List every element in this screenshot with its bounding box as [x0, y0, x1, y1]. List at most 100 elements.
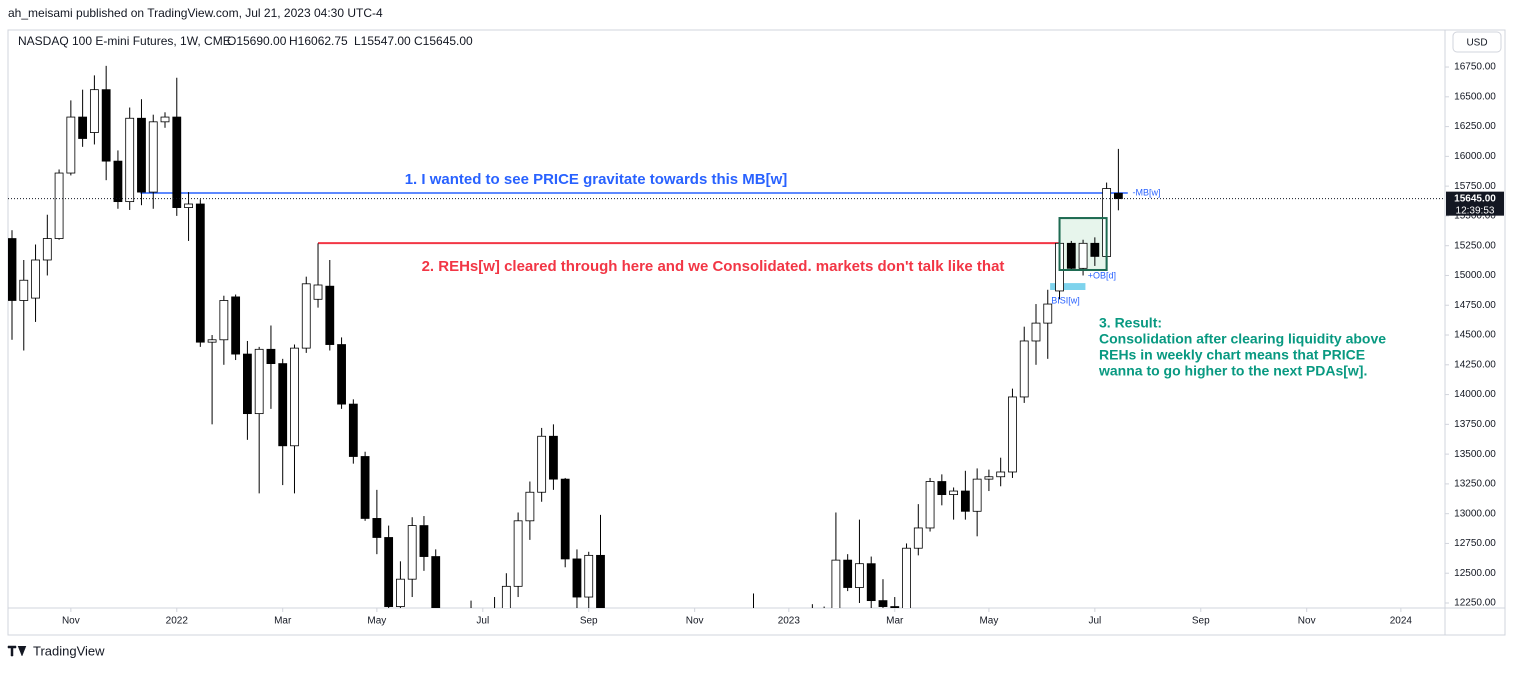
x-tick-label: 2022 — [166, 616, 189, 627]
candle-body — [525, 491, 535, 522]
candle-body — [19, 279, 29, 301]
candle-body — [1031, 322, 1041, 342]
candle-body — [820, 614, 828, 621]
x-tick-label: Nov — [1298, 616, 1316, 627]
candle-body — [913, 527, 923, 549]
footer-brand: TradingView — [33, 643, 105, 658]
candle-body — [831, 559, 841, 608]
x-tick-label: Sep — [1192, 616, 1210, 627]
candle-body — [1090, 242, 1100, 257]
note-1: 1. I wanted to see PRICE gravitate towar… — [405, 171, 788, 188]
candle-body — [902, 547, 911, 608]
y-tick-label: 16750.00 — [1454, 62, 1496, 73]
y-tick-label: 12250.00 — [1454, 598, 1496, 609]
y-tick-label: 15250.00 — [1454, 240, 1496, 251]
ohlc-close: C15645.00 — [414, 34, 473, 48]
mb-label: -MB[w] — [1133, 187, 1161, 197]
candle-body — [101, 89, 111, 162]
candle-body — [348, 403, 358, 457]
candle-body — [714, 627, 722, 645]
candle-body — [301, 283, 311, 349]
candle-body — [54, 172, 64, 239]
candle-body — [419, 525, 429, 557]
candle-body — [278, 363, 288, 447]
x-tick-label: Jul — [476, 616, 489, 627]
candle-body — [572, 558, 582, 598]
candle-body — [1019, 340, 1029, 398]
ohlc-low: L15547.00 — [354, 34, 411, 48]
plot-area — [8, 65, 1128, 670]
candle-body — [1078, 242, 1088, 269]
y-tick-label: 14500.00 — [1454, 330, 1496, 341]
candle-body — [113, 160, 123, 203]
candle-body — [360, 456, 370, 519]
candle-body — [843, 559, 853, 588]
y-tick-label: 16500.00 — [1454, 91, 1496, 102]
currency-button[interactable] — [1452, 31, 1502, 53]
candle-body — [596, 554, 605, 608]
candle-body — [254, 348, 264, 415]
x-tick-label: May — [367, 616, 386, 627]
chart-frame — [7, 29, 1506, 636]
last-price-badge — [1446, 191, 1504, 216]
x-tick-label: Jul — [1088, 616, 1101, 627]
symbol: NASDAQ 100 E-mini Futures, 1W, CME — [18, 34, 231, 48]
x-tick-label: May — [979, 616, 998, 627]
candle-body — [207, 339, 217, 343]
y-tick-label: 13000.00 — [1454, 508, 1496, 519]
candle-body — [691, 657, 699, 670]
candle-body — [996, 471, 1006, 478]
candle-body — [42, 238, 52, 261]
y-tick-label: 13500.00 — [1454, 449, 1496, 460]
candle-body — [584, 554, 594, 598]
candle-body — [337, 344, 346, 405]
x-tick-label: 2023 — [778, 616, 801, 627]
candle-body — [137, 117, 146, 193]
candle-body — [407, 525, 417, 580]
candle-body — [231, 296, 241, 355]
y-tick-label: 14750.00 — [1454, 300, 1496, 311]
consolidation-box-outline — [1058, 217, 1108, 271]
ob-zone — [1050, 283, 1086, 290]
candle-body — [66, 116, 76, 174]
candle-body — [384, 537, 394, 607]
note-3-line: Consolidation after clearing liquidity a… — [1099, 331, 1386, 347]
note-2: 2. REHs[w] cleared through here and we C… — [422, 258, 1005, 275]
x-tick-label: 2024 — [1390, 616, 1413, 627]
candle-body — [608, 645, 616, 670]
candle-body — [148, 121, 158, 193]
ohlc-open: O15690.00 — [227, 34, 287, 48]
candle-body — [266, 348, 276, 365]
y-tick-label: 12500.00 — [1454, 568, 1496, 579]
candle-body — [1008, 396, 1017, 473]
y-tick-label: 15500.00 — [1454, 211, 1496, 222]
candle-body — [172, 116, 182, 208]
candle-body — [219, 300, 229, 341]
candle-body — [479, 633, 487, 657]
x-tick-label: Sep — [580, 616, 598, 627]
candle-body — [1113, 192, 1123, 200]
last-price-label: 15645.00 — [1454, 193, 1496, 204]
candle-body — [8, 238, 17, 301]
candle-body — [890, 606, 900, 608]
y-tick-label: 13250.00 — [1454, 479, 1496, 490]
candle-body — [560, 478, 570, 560]
candle-body — [960, 490, 970, 512]
bisi-label: BISI[w] — [1051, 295, 1080, 305]
note-3-line: 3. Result: — [1099, 315, 1162, 331]
y-tick-label: 15750.00 — [1454, 181, 1496, 192]
candle-body — [31, 259, 40, 299]
note-3-line: wanna to go higher to the next PDAs[w]. — [1098, 363, 1367, 379]
candle-body — [878, 600, 888, 607]
candle-body — [549, 435, 558, 480]
publisher: ah_meisami published on TradingView.com,… — [8, 6, 383, 20]
currency[interactable]: USD — [1466, 38, 1487, 49]
candle-body — [501, 585, 511, 608]
candle-body — [937, 481, 947, 496]
y-tick-label: 16250.00 — [1454, 121, 1496, 132]
candle-body — [160, 116, 170, 123]
y-tick-label: 14000.00 — [1454, 389, 1496, 400]
candle-body — [925, 481, 935, 529]
tv-logo — [7, 645, 27, 657]
